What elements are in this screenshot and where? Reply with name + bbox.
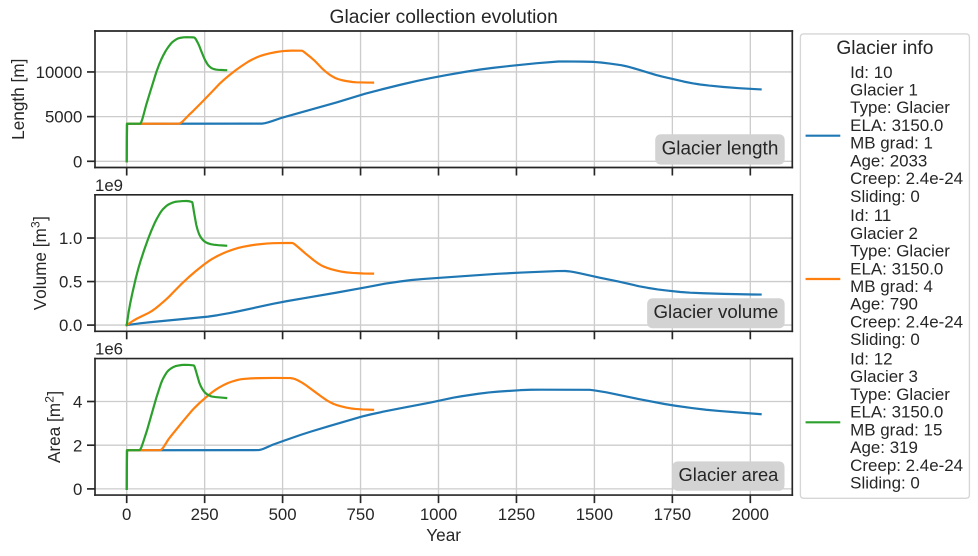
svg-text:Id: 11: Id: 11 (850, 206, 891, 225)
svg-text:Age: 2033: Age: 2033 (850, 151, 927, 170)
svg-text:250: 250 (191, 505, 219, 524)
svg-text:Glacier 2: Glacier 2 (850, 224, 918, 243)
svg-text:1.0: 1.0 (59, 229, 82, 248)
svg-text:Id: 12: Id: 12 (850, 349, 892, 368)
svg-text:Creep: 2.4e-24: Creep: 2.4e-24 (850, 312, 963, 331)
svg-text:Age: 790: Age: 790 (850, 295, 918, 314)
svg-text:Sliding: 0: Sliding: 0 (850, 330, 920, 349)
svg-text:Age: 319: Age: 319 (850, 438, 918, 457)
svg-text:0: 0 (73, 480, 82, 499)
svg-text:MB grad: 1: MB grad: 1 (850, 134, 933, 153)
svg-text:750: 750 (347, 505, 375, 524)
svg-text:Glacier length: Glacier length (662, 138, 779, 159)
svg-text:Length [m]: Length [m] (8, 59, 28, 140)
svg-text:1000: 1000 (420, 505, 457, 524)
svg-text:1250: 1250 (498, 505, 535, 524)
svg-text:Sliding: 0: Sliding: 0 (850, 474, 920, 493)
svg-text:1e6: 1e6 (95, 340, 123, 359)
svg-text:MB grad: 15: MB grad: 15 (850, 420, 942, 439)
svg-text:1500: 1500 (576, 505, 613, 524)
svg-text:4: 4 (73, 393, 82, 412)
svg-text:Glacier info: Glacier info (836, 38, 933, 59)
svg-text:Creep: 2.4e-24: Creep: 2.4e-24 (850, 456, 963, 475)
svg-text:ELA: 3150.0: ELA: 3150.0 (850, 403, 943, 422)
svg-text:0.0: 0.0 (59, 316, 82, 335)
svg-text:V o l u: V o l u m e [ m ] 3 (27, 211, 51, 310)
svg-text:2: 2 (73, 436, 82, 455)
svg-text:Type: Glacier: Type: Glacier (850, 98, 950, 117)
svg-text:A r e a: A r e a [ m ] 2 (41, 386, 65, 464)
svg-text:Glacier collection evolution: Glacier collection evolution (330, 7, 558, 28)
svg-text:Glacier 1: Glacier 1 (850, 81, 918, 100)
svg-text:2000: 2000 (732, 505, 769, 524)
svg-text:Glacier area: Glacier area (679, 464, 780, 485)
svg-text:Year: Year (426, 525, 461, 545)
svg-text:Id: 10: Id: 10 (850, 63, 892, 82)
svg-text:1750: 1750 (654, 505, 691, 524)
svg-text:500: 500 (269, 505, 297, 524)
svg-text:Type: Glacier: Type: Glacier (850, 385, 950, 404)
svg-text:Type: Glacier: Type: Glacier (850, 242, 950, 261)
svg-text:Creep: 2.4e-24: Creep: 2.4e-24 (850, 169, 963, 188)
svg-text:0: 0 (73, 152, 82, 171)
svg-text:Glacier 3: Glacier 3 (850, 367, 918, 386)
svg-text:ELA: 3150.0: ELA: 3150.0 (850, 259, 943, 278)
svg-text:MB grad: 4: MB grad: 4 (850, 277, 933, 296)
svg-text:5000: 5000 (45, 108, 82, 127)
svg-text:0.5: 0.5 (59, 273, 82, 292)
svg-text:Sliding: 0: Sliding: 0 (850, 187, 920, 206)
svg-text:0: 0 (122, 505, 131, 524)
svg-text:ELA: 3150.0: ELA: 3150.0 (850, 116, 943, 135)
svg-text:1e9: 1e9 (95, 176, 123, 195)
svg-text:10000: 10000 (36, 63, 83, 82)
svg-text:Glacier volume: Glacier volume (654, 301, 779, 322)
